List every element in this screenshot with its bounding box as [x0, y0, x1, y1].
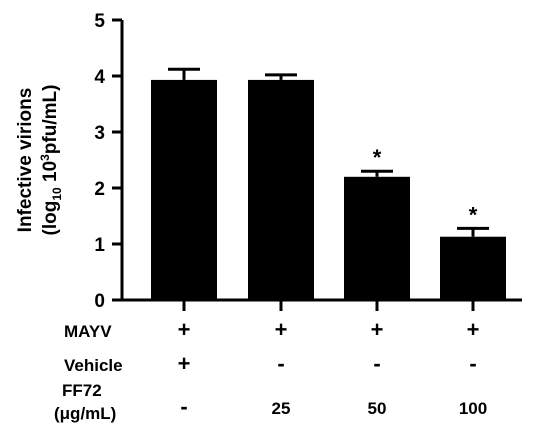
condition-value: +	[371, 317, 384, 342]
condition-value: -	[277, 351, 284, 376]
condition-value: +	[467, 317, 480, 342]
y-tick-label: 2	[94, 179, 105, 200]
condition-value: +	[178, 317, 191, 342]
y-axis-label-line2: (log10 103pfu/mL)	[38, 85, 64, 236]
condition-value: -	[180, 394, 187, 419]
y-axis-label-open: (log	[40, 201, 61, 236]
condition-value: 100	[459, 399, 487, 418]
condition-label: FF72	[62, 381, 102, 400]
bar	[151, 79, 217, 300]
y-tick-label: 0	[94, 291, 105, 312]
bar	[440, 236, 506, 300]
condition-value: 25	[272, 399, 291, 418]
significance-marker: *	[469, 202, 478, 227]
bar	[248, 79, 314, 300]
significance-marker: *	[373, 145, 382, 170]
condition-label-unit: (μg/mL)	[54, 404, 116, 423]
y-axis-label-close: pfu/mL)	[40, 85, 61, 155]
y-tick-label: 4	[94, 67, 105, 88]
bar	[344, 176, 410, 300]
condition-value: -	[469, 351, 476, 376]
y-axis-label-mid: 10	[40, 161, 61, 187]
condition-label: Vehicle	[64, 356, 123, 375]
y-tick-label: 3	[94, 123, 105, 144]
condition-value: +	[178, 351, 191, 376]
condition-value: +	[275, 317, 288, 342]
y-axis-label: Infective virions (log10 103pfu/mL)	[15, 85, 64, 236]
y-axis-label-sup: 3	[38, 154, 52, 161]
condition-label: MAYV	[64, 322, 112, 341]
y-axis-label-sub: 10	[50, 187, 64, 201]
condition-value: 50	[368, 399, 387, 418]
condition-table: MAYV + + + + Vehicle + - - - FF72 (μg/mL) - 25 50 100	[54, 317, 487, 423]
y-axis-label-line1: Infective virions	[15, 88, 36, 233]
y-tick-label: 5	[94, 11, 105, 32]
condition-value: -	[373, 351, 380, 376]
y-tick-label: 1	[94, 235, 105, 256]
bars: **	[151, 67, 506, 300]
